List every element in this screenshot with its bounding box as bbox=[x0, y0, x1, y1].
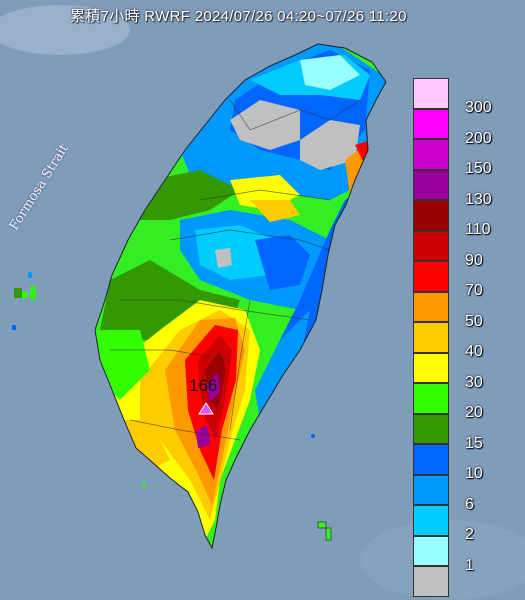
legend-swatch bbox=[413, 535, 449, 566]
legend-label: 50 bbox=[465, 312, 483, 330]
legend-label: 20 bbox=[465, 404, 483, 421]
legend-label: 40 bbox=[465, 343, 483, 360]
green-island bbox=[317, 521, 332, 541]
legend-swatch bbox=[413, 505, 449, 536]
map-title: 累積7小時 RWRF 2024/07/26 04:20~07/26 11:20 bbox=[70, 8, 407, 25]
legend-label: 70 bbox=[465, 282, 483, 299]
legend-label: 110 bbox=[465, 221, 491, 238]
legend-swatch bbox=[413, 261, 449, 292]
legend-label: 90 bbox=[465, 251, 483, 269]
legend-swatch bbox=[413, 474, 449, 505]
legend-swatch bbox=[413, 383, 449, 414]
legend-label: 2 bbox=[465, 526, 474, 543]
legend-label: 15 bbox=[465, 434, 483, 452]
legend-swatch bbox=[413, 566, 449, 597]
legend-swatch bbox=[413, 230, 449, 261]
legend-swatch bbox=[413, 413, 449, 444]
max-rainfall-value: 166 bbox=[189, 376, 218, 395]
legend-label: 10 bbox=[465, 465, 483, 482]
legend-swatch bbox=[413, 200, 449, 231]
legend-swatch bbox=[413, 169, 449, 200]
max-rainfall-triangle-icon bbox=[198, 402, 214, 415]
legend-label: 6 bbox=[465, 495, 474, 513]
legend-label: 200 bbox=[465, 129, 492, 147]
legend-label: 1 bbox=[465, 556, 474, 574]
legend-swatch bbox=[413, 444, 449, 475]
legend-swatch bbox=[413, 139, 449, 170]
legend-swatch bbox=[413, 108, 449, 139]
legend-swatch bbox=[413, 78, 449, 109]
legend-label: 300 bbox=[465, 99, 492, 116]
legend-label: 30 bbox=[465, 373, 483, 391]
legend-swatch bbox=[413, 352, 449, 383]
legend-swatch bbox=[413, 291, 449, 322]
legend-label: 130 bbox=[465, 190, 492, 208]
legend-swatch bbox=[413, 322, 449, 353]
legend-label: 150 bbox=[465, 160, 492, 177]
penghu-islands bbox=[12, 272, 36, 330]
